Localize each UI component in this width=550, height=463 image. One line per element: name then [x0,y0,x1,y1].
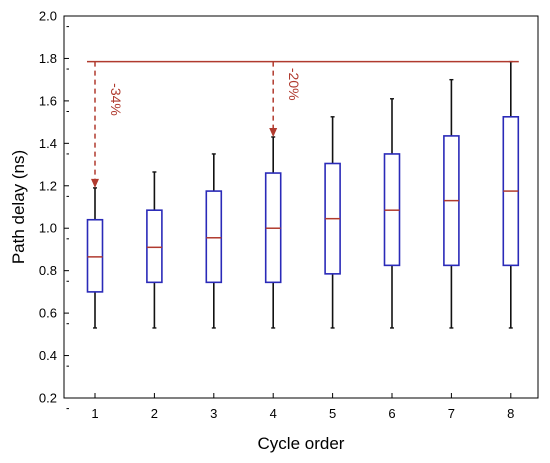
box-series [86,60,520,329]
y-tick-label: 0.4 [39,348,57,363]
box-group [383,98,401,329]
plot-frame [63,15,539,399]
annotation-arrowhead [91,178,99,188]
box-group [502,60,520,329]
box [205,190,223,284]
y-tick-label: 0.8 [39,263,57,278]
annotation-label: -34% [108,83,124,116]
y-tick-label: 1.6 [39,93,57,108]
y-tick-label: 0.2 [39,391,57,406]
x-tick-label: 1 [91,406,98,421]
y-tick-label: 1.8 [39,51,57,66]
box-group [205,153,223,329]
x-tick-label: 6 [388,406,395,421]
x-tick-label: 8 [507,406,514,421]
x-tick-label: 3 [210,406,217,421]
box [86,218,104,293]
y-axis: 0.2 0.4 0.6 0.8 1.0 1.2 1.4 1.6 1.8 2.0 [39,9,69,410]
annotations: -34% -20% [87,60,519,188]
y-tick-label: 1.2 [39,178,57,193]
x-tick-label: 7 [448,406,455,421]
annotation-arrowhead [269,127,278,137]
x-tick-label: 4 [270,406,277,421]
x-tick-label: 5 [329,406,336,421]
y-tick-label: 0.6 [39,306,57,321]
y-tick-label: 1.4 [39,136,57,151]
y-axis-label: Path delay (ns) [9,150,28,264]
y-tick-label: 1.0 [39,221,57,236]
box-group [86,187,104,329]
x-axis: 1 2 3 4 5 6 7 8 [91,393,514,421]
box-group [443,78,460,329]
box-group [324,116,341,329]
annotation-label: -20% [286,68,302,101]
box-group [264,136,282,329]
x-tick-label: 2 [151,406,158,421]
box-group [146,171,163,329]
y-tick-label: 2.0 [39,9,57,24]
box [146,209,163,284]
x-axis-label: Cycle order [258,434,345,453]
